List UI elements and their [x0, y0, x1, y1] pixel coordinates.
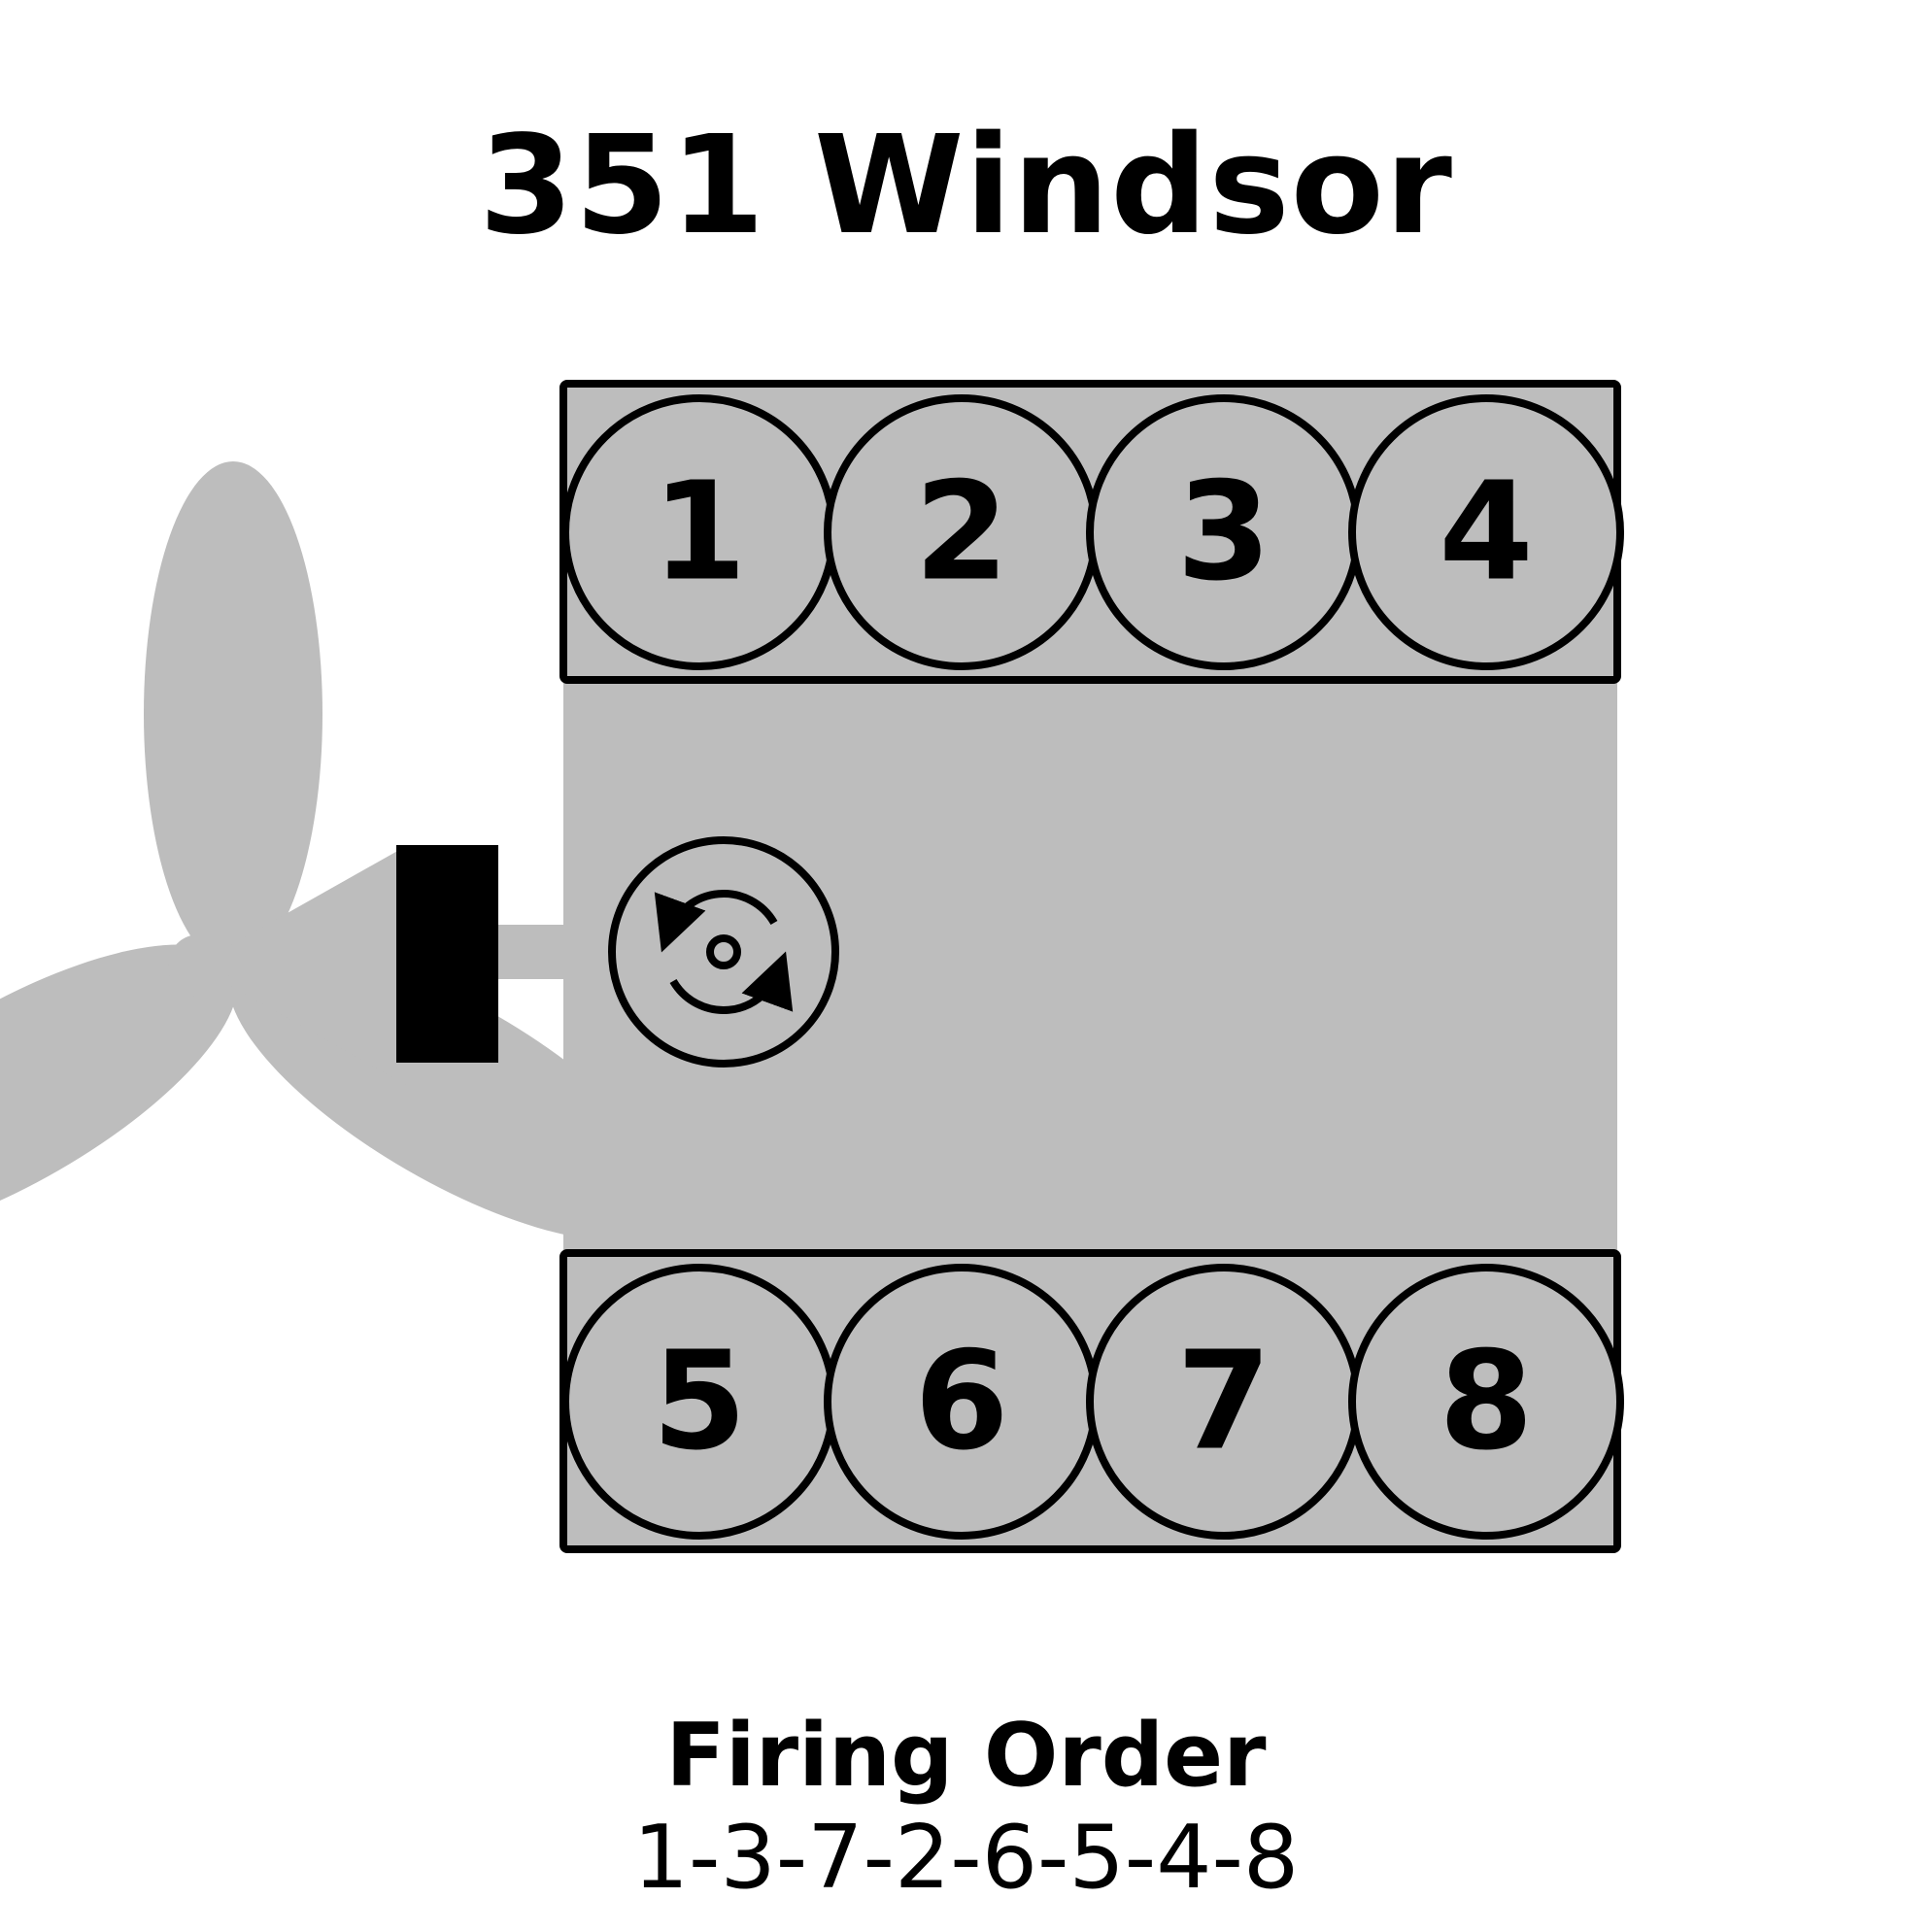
cylinder-label-8: 8 — [1439, 1323, 1533, 1481]
nose-tip-icon — [168, 934, 230, 997]
firing-order-label: Firing Order — [0, 1705, 1932, 1807]
diagram-canvas: 351 Windsor 12345678 Firing Order 1-3-7-… — [0, 0, 1932, 1932]
cylinder-label-2: 2 — [914, 454, 1008, 612]
cylinder-label-3: 3 — [1176, 454, 1271, 612]
cylinder-label-1: 1 — [652, 454, 746, 612]
distributor-cap — [396, 845, 498, 1063]
cylinder-label-5: 5 — [652, 1323, 746, 1481]
cylinder-label-7: 7 — [1176, 1323, 1271, 1481]
cylinder-label-4: 4 — [1439, 454, 1533, 612]
firing-order-value: 1-3-7-2-6-5-4-8 — [0, 1807, 1932, 1909]
engine-diagram-svg: 1 2 3 4 5 6 7 8 — [0, 0, 1932, 1932]
distributor-circle — [612, 840, 835, 1064]
cylinder-label-6: 6 — [914, 1323, 1008, 1481]
